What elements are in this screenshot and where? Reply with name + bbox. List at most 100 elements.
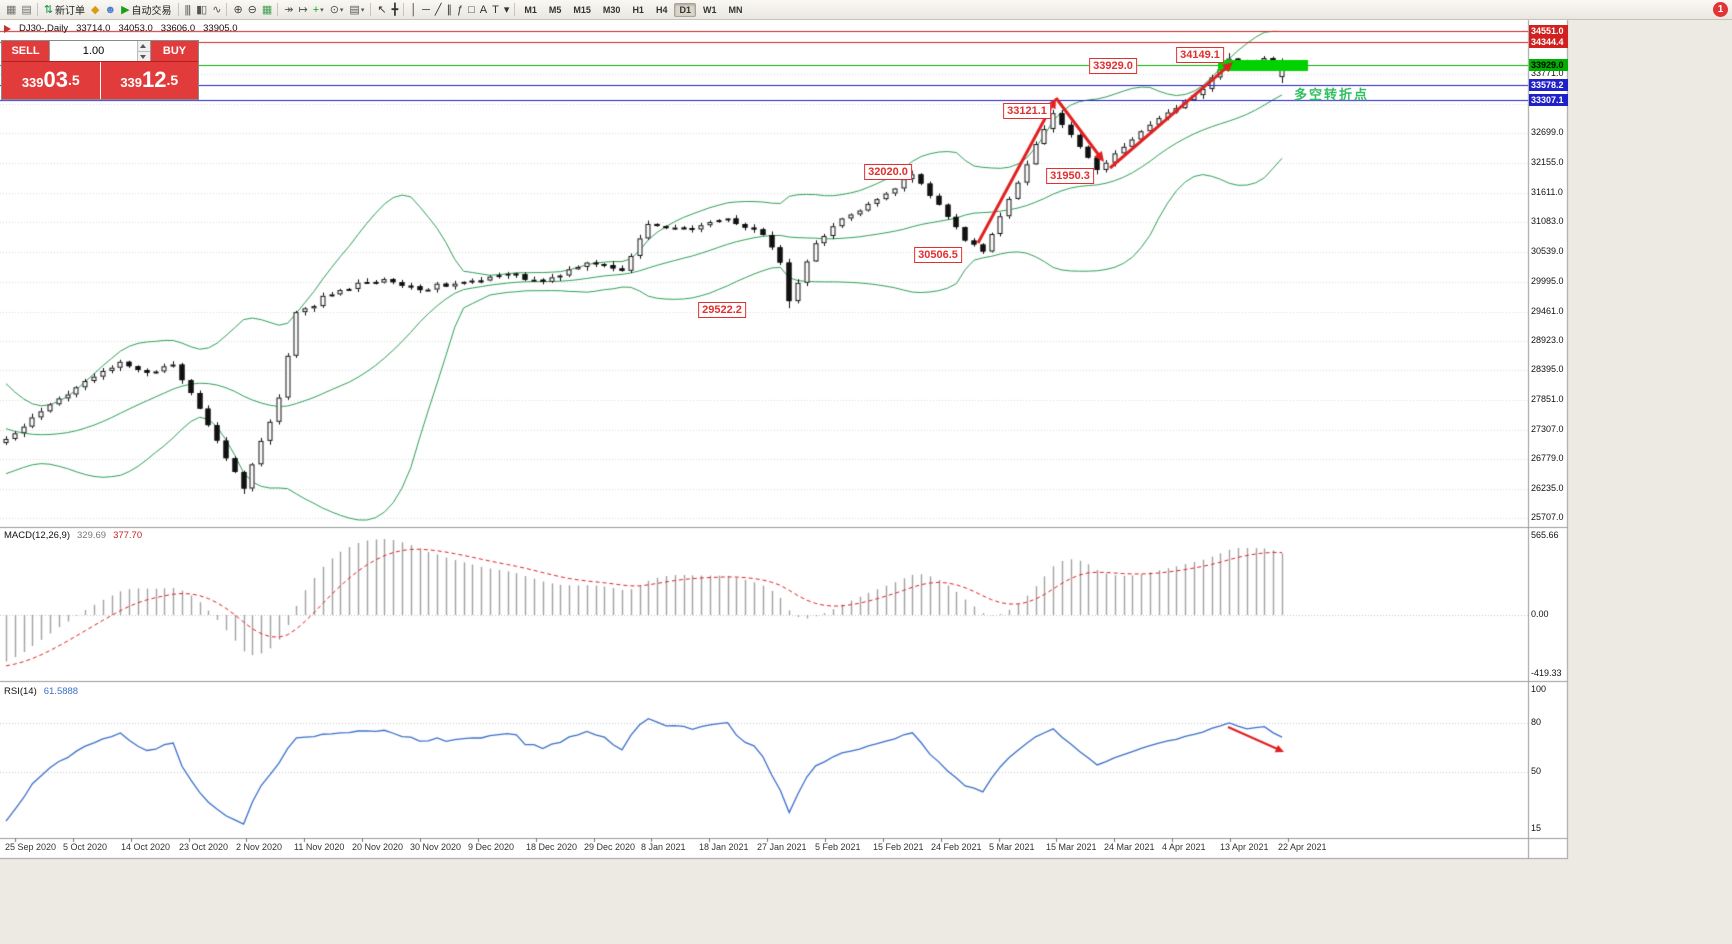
macd-scale-label: 0.00: [1531, 609, 1549, 619]
crosshair-icon: ╋: [391, 3, 399, 16]
text-icon: A: [479, 3, 487, 16]
toolbar-chart-shift-button[interactable]: ↦: [296, 2, 310, 18]
date-label: 25 Sep 2020: [5, 842, 57, 852]
timeframe-MN-button[interactable]: MN: [728, 4, 743, 15]
price-gridline-label: 32155.0: [1531, 157, 1564, 167]
price-gridline-label: 32699.0: [1531, 127, 1564, 137]
price-level-tag: 34344.4: [1529, 36, 1568, 48]
toolbar-profiles-button[interactable]: ▤: [18, 2, 33, 18]
toolbar-zoom-in-button[interactable]: ⊕: [230, 2, 244, 18]
price-gridline-label: 31611.0: [1531, 187, 1563, 197]
toolbar-fibonacci-button[interactable]: ƒ: [454, 2, 465, 18]
toolbar-autotrading-button[interactable]: ▶ 自动交易: [118, 2, 174, 18]
templates-caret-icon: ▾: [360, 6, 365, 14]
notifications-badge[interactable]: 1: [1713, 2, 1728, 17]
timeframe-M30-button[interactable]: M30: [602, 4, 621, 15]
turning-point-label[interactable]: 多空转折点: [1294, 87, 1370, 102]
one-click-price-row: 339 03.5 339 12.5: [2, 61, 198, 99]
price-annotation[interactable]: 33121.1: [1003, 103, 1051, 119]
price-annotation[interactable]: 30506.5: [914, 247, 962, 263]
toolbar-separator: [370, 3, 372, 16]
toolbar-cursor-button[interactable]: ↖: [374, 2, 388, 18]
toolbar-auto-scroll-button[interactable]: ↠: [281, 2, 295, 18]
rsi-scale-label: 50: [1531, 766, 1542, 776]
arrows-more-icon: ▾: [503, 3, 509, 16]
cursor-icon: ↖: [377, 3, 386, 16]
toolbar-equidistant-channel-button[interactable]: ∥: [443, 2, 454, 18]
toolbar-tile-windows-button[interactable]: ▦: [259, 2, 274, 18]
one-click-top-row: SELL BUY: [2, 41, 198, 61]
timeframe-W1-button[interactable]: W1: [702, 4, 717, 15]
macd-signal-value: 377.70: [113, 530, 143, 541]
volume-input[interactable]: [50, 41, 137, 61]
timeframe-H4-button[interactable]: H4: [655, 4, 668, 15]
timeframe-M5-button[interactable]: M5: [548, 4, 562, 15]
date-label: 5 Mar 2021: [989, 842, 1035, 852]
toolbar-new-order-button[interactable]: ⇅ 新订单: [41, 2, 88, 18]
toolbar-separator: [277, 3, 279, 16]
date-label: 18 Dec 2020: [526, 842, 578, 852]
toolbar-community-button[interactable]: ☻: [102, 2, 119, 18]
toolbar-indicators-button[interactable]: + ▾: [310, 2, 327, 18]
time-scale[interactable]: 25 Sep 2020 5 Oct 2020 14 Oct 2020 23 Oct 2…: [0, 842, 1528, 856]
date-label: 2 Nov 2020: [236, 842, 283, 852]
timeframe-M1-button[interactable]: M1: [524, 4, 537, 15]
templates-icon: ▤: [349, 3, 359, 16]
price-gridline-label: 27851.0: [1531, 394, 1564, 404]
rsi-name: RSI(14): [4, 686, 37, 697]
mql-market-icon: ◆: [91, 3, 100, 16]
sell-price-digits: .5: [68, 72, 80, 88]
date-label: 15 Feb 2021: [873, 842, 924, 852]
toolbar-separator: [226, 3, 228, 16]
toolbar-arrows-more-button[interactable]: ▾: [501, 2, 512, 18]
price-gridline-label: 29995.0: [1531, 276, 1564, 286]
toolbar-templates-button[interactable]: ▤ ▾: [346, 2, 367, 18]
indicators-icon: +: [312, 3, 320, 16]
price-divider: [99, 62, 101, 99]
volume-up-button[interactable]: [138, 41, 150, 52]
sell-price[interactable]: 339 03.5: [2, 62, 100, 99]
toolbar-vertical-line-button[interactable]: │: [407, 2, 419, 18]
macd-name: MACD(12,26,9): [4, 530, 70, 541]
price-annotation[interactable]: 29522.2: [698, 302, 746, 318]
toolbar-periods-button[interactable]: ⊙ ▾: [327, 2, 347, 18]
toolbar-crosshair-button[interactable]: ╋: [389, 2, 401, 18]
toolbar-chart-line-button[interactable]: ∿: [209, 2, 223, 18]
buy-price[interactable]: 339 12.5: [100, 62, 198, 99]
symbol-period-label: DJ30-,Daily: [19, 23, 69, 34]
price-annotation[interactable]: 33929.0: [1089, 58, 1137, 74]
timeframe-M15-button[interactable]: M15: [573, 4, 591, 15]
periods-icon: ⊙: [329, 3, 339, 16]
volume-down-button[interactable]: [138, 51, 150, 61]
new-order-icon: ⇅: [43, 3, 53, 16]
timeframe-D1-button[interactable]: D1: [674, 2, 696, 17]
rsi-value: 61.5888: [43, 686, 79, 697]
price-annotation[interactable]: 31950.3: [1046, 168, 1094, 184]
toolbar-shapes-button[interactable]: □: [465, 2, 477, 18]
toolbar-horizontal-line-button[interactable]: ─: [419, 2, 432, 18]
toolbar-mql-market-button[interactable]: ◆: [88, 2, 101, 18]
price-annotation[interactable]: 34149.1: [1176, 47, 1224, 63]
toolbar-new-chart-button[interactable]: ▦: [3, 2, 18, 18]
chart-shift-icon: ↦: [298, 3, 308, 16]
toolbar-chart-candles-button[interactable]: ▮▯: [193, 2, 209, 18]
indicators-caret-icon: ▾: [320, 6, 324, 14]
toolbar-text-label-button[interactable]: T: [489, 2, 501, 18]
toolbar-chart-bars-button[interactable]: |||: [182, 2, 194, 18]
macd-scale-label: -419.33: [1531, 668, 1562, 678]
buy-button[interactable]: BUY: [151, 41, 198, 61]
toolbar-trendline-button[interactable]: ╱: [432, 2, 444, 18]
low-value: 33606.0: [160, 23, 196, 34]
toolbar-separator: [514, 3, 516, 16]
price-level-tag: 33929.0: [1529, 59, 1568, 71]
price-gridline-label: 31083.0: [1531, 216, 1564, 226]
timeframe-H1-button[interactable]: H1: [632, 4, 644, 15]
shapes-icon: □: [468, 3, 475, 16]
toolbar-text-button[interactable]: A: [477, 2, 489, 18]
sell-button[interactable]: SELL: [2, 41, 49, 61]
price-annotation[interactable]: 32020.0: [864, 164, 912, 180]
toolbar-zoom-out-button[interactable]: ⊖: [245, 2, 259, 18]
rsi-indicator-label: RSI(14) 61.5888: [4, 686, 78, 697]
